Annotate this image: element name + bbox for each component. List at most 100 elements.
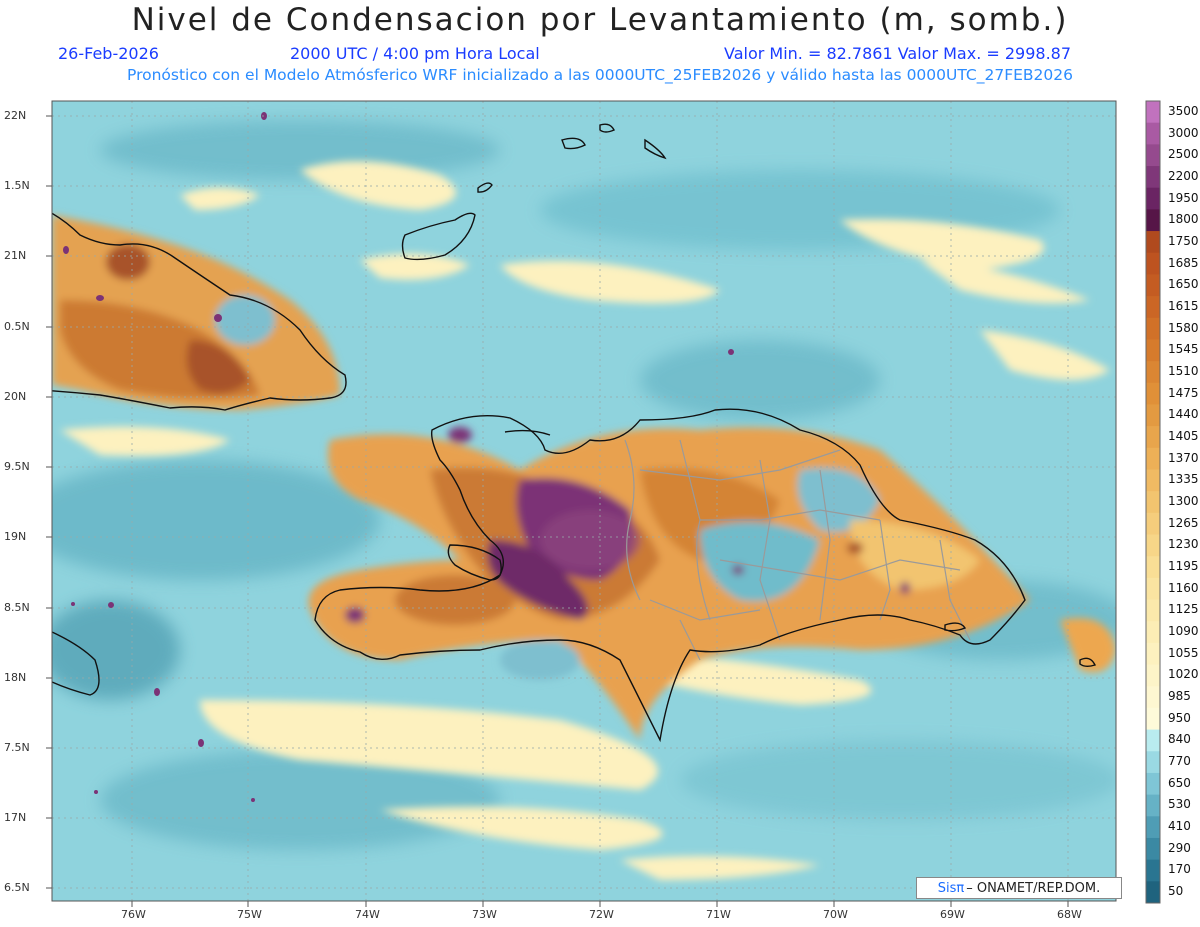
lon-label: 75W (237, 908, 262, 921)
lat-label: 22N (4, 109, 27, 122)
colorbar-label: 1510 (1168, 363, 1199, 378)
credit-text: – ONAMET/REP.DOM. (966, 880, 1101, 896)
colorbar-label: 1750 (1168, 233, 1199, 248)
lat-label: 19N (4, 530, 27, 543)
colorbar-label: 410 (1168, 819, 1191, 834)
colorbar-label: 530 (1168, 797, 1191, 812)
colorbar-swatch (1146, 426, 1160, 449)
colorbar-swatch (1146, 599, 1160, 622)
lat-label: 18N (4, 671, 27, 684)
colorbar-label: 1090 (1168, 624, 1199, 639)
colorbar-label: 1160 (1168, 580, 1199, 595)
colorbar-swatch (1146, 577, 1160, 601)
colorbar-swatch (1146, 642, 1160, 666)
colorbar-swatch (1146, 404, 1160, 427)
forecast-field (52, 101, 1116, 901)
colorbar-swatch (1146, 772, 1160, 796)
lon-label: 74W (355, 908, 380, 921)
colorbar-swatch (1146, 816, 1160, 839)
colorbar-swatch (1146, 512, 1160, 536)
lon-label: 70W (823, 908, 848, 921)
colorbar-swatch (1146, 664, 1160, 687)
colorbar-swatch (1146, 707, 1160, 731)
colorbar-swatch (1146, 296, 1160, 319)
colorbar-swatch (1146, 859, 1160, 882)
colorbar-label: 1335 (1168, 472, 1199, 487)
colorbar-label: 3000 (1168, 125, 1199, 140)
colorbar-label: 840 (1168, 732, 1191, 747)
colorbar-swatch (1146, 252, 1160, 275)
colorbar-swatch (1146, 686, 1160, 709)
colorbar (1145, 100, 1161, 904)
colorbar-frame (1145, 100, 1161, 904)
lat-label: 8.5N (4, 601, 30, 614)
colorbar-swatch (1146, 231, 1160, 254)
lat-label: 20N (4, 390, 27, 403)
colorbar-swatch (1146, 881, 1160, 904)
lat-label: 6.5N (4, 881, 30, 894)
colorbar-label: 1545 (1168, 342, 1199, 357)
colorbar-label: 950 (1168, 710, 1191, 725)
lon-label: 76W (121, 908, 146, 921)
colorbar-swatch (1146, 534, 1160, 557)
colorbar-swatch (1146, 317, 1160, 340)
colorbar-swatch (1146, 382, 1160, 405)
lat-label: 0.5N (4, 320, 30, 333)
lat-label: 9.5N (4, 460, 30, 473)
lon-label: 72W (589, 908, 614, 921)
colorbar-swatch (1146, 469, 1160, 492)
colorbar-swatch (1146, 621, 1160, 644)
lon-label: 69W (940, 908, 965, 921)
forecast-date: 26-Feb-2026 (58, 44, 159, 63)
colorbar-label: 1650 (1168, 277, 1199, 292)
lat-label: 7.5N (4, 741, 30, 754)
colorbar-label: 1685 (1168, 255, 1199, 270)
colorbar-label: 170 (1168, 862, 1191, 877)
colorbar-swatch (1146, 447, 1160, 470)
colorbar-swatch (1146, 491, 1160, 514)
colorbar-label: 1230 (1168, 537, 1199, 552)
lon-label: 71W (706, 908, 731, 921)
colorbar-label: 1125 (1168, 602, 1199, 617)
colorbar-label: 770 (1168, 754, 1191, 769)
colorbar-swatch (1146, 274, 1160, 297)
model-subtitle: Pronóstico con el Modelo Atmósferico WRF… (127, 66, 1073, 84)
colorbar-swatch (1146, 729, 1160, 752)
min-max-values: Valor Min. = 82.7861 Valor Max. = 2998.8… (724, 44, 1072, 63)
colorbar-label: 1020 (1168, 667, 1199, 682)
colorbar-swatch (1146, 122, 1160, 145)
colorbar-label: 1440 (1168, 407, 1199, 422)
forecast-time: 2000 UTC / 4:00 pm Hora Local (290, 44, 540, 63)
colorbar-swatch (1146, 837, 1160, 861)
colorbar-label: 650 (1168, 775, 1191, 790)
colorbar-swatch (1146, 339, 1160, 362)
colorbar-label: 1950 (1168, 190, 1199, 205)
credit-brand: Sisπ (937, 880, 965, 896)
colorbar-label: 50 (1168, 884, 1184, 899)
credit-box: Sisπ – ONAMET/REP.DOM. (916, 877, 1122, 899)
colorbar-swatch (1146, 209, 1160, 232)
colorbar-label: 3500 (1168, 103, 1199, 118)
colorbar-swatch (1146, 794, 1160, 817)
colorbar-swatch (1146, 144, 1160, 167)
colorbar-label: 2500 (1168, 147, 1199, 162)
lat-label: 1.5N (4, 179, 30, 192)
colorbar-label: 290 (1168, 840, 1191, 855)
colorbar-label: 1055 (1168, 645, 1199, 660)
colorbar-label: 2200 (1168, 168, 1199, 183)
colorbar-swatch (1146, 101, 1160, 124)
map-title: Nivel de Condensacion por Levantamiento … (131, 2, 1069, 38)
lat-label: 17N (4, 811, 27, 824)
colorbar-label: 1195 (1168, 559, 1199, 574)
colorbar-label: 1265 (1168, 515, 1199, 530)
colorbar-swatch (1146, 187, 1160, 210)
colorbar-swatch (1146, 166, 1160, 189)
colorbar-label: 1800 (1168, 212, 1199, 227)
lat-label: 21N (4, 249, 27, 262)
colorbar-label: 985 (1168, 689, 1191, 704)
lon-label: 68W (1057, 908, 1082, 921)
colorbar-swatch (1146, 556, 1160, 579)
colorbar-label: 1370 (1168, 450, 1199, 465)
colorbar-label: 1475 (1168, 385, 1199, 400)
